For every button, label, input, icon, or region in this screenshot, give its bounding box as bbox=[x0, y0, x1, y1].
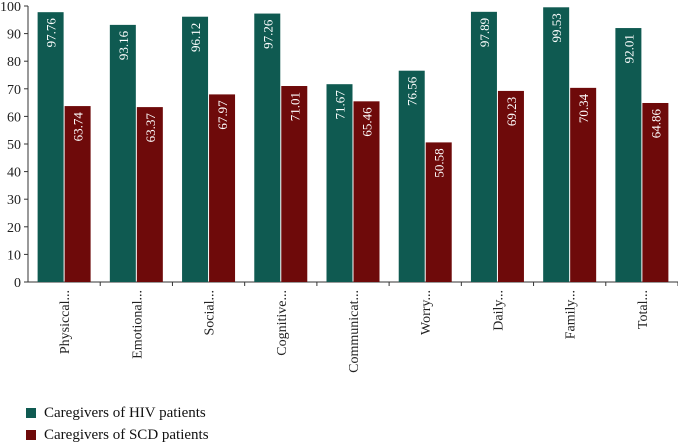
data-label-scd: 67.97 bbox=[215, 100, 230, 130]
x-category-label: Cognitive... bbox=[275, 290, 290, 356]
bar-hiv bbox=[543, 7, 570, 282]
bar-scd bbox=[570, 87, 597, 282]
data-label-scd: 69.23 bbox=[504, 97, 519, 126]
data-label-scd: 64.86 bbox=[648, 108, 663, 138]
bar-chart: 0 10 20 30 40 50 60 70 80 90 100 97.76 63.74 Physicca… bbox=[0, 0, 678, 373]
data-label-scd: 63.74 bbox=[71, 112, 86, 142]
y-tick-label: 50 bbox=[7, 138, 21, 153]
legend-label-hiv: Caregivers of HIV patients bbox=[44, 404, 206, 421]
data-label-hiv: 76.56 bbox=[405, 76, 420, 106]
data-label-scd: 50.58 bbox=[432, 148, 447, 177]
y-tick-label: 60 bbox=[7, 110, 21, 125]
y-tick-label: 70 bbox=[7, 83, 21, 98]
bar-scd bbox=[281, 86, 308, 283]
bar-hiv bbox=[182, 16, 209, 282]
data-label-scd: 71.01 bbox=[287, 92, 302, 121]
y-tick-label: 90 bbox=[7, 28, 21, 43]
legend-swatch-hiv bbox=[26, 408, 36, 418]
data-label-hiv: 97.26 bbox=[260, 19, 275, 49]
x-category-label: Physiccal... bbox=[58, 290, 73, 354]
data-label-hiv: 92.01 bbox=[621, 34, 636, 63]
bar-hiv bbox=[37, 12, 64, 282]
y-tick-label: 30 bbox=[7, 193, 21, 208]
legend: Caregivers of HIV patients Caregivers of… bbox=[26, 402, 209, 446]
data-label-scd: 70.34 bbox=[576, 93, 591, 123]
bar-scd bbox=[497, 90, 524, 282]
x-category-label: Communicat... bbox=[347, 290, 362, 373]
x-category-label: Emotional... bbox=[130, 290, 145, 359]
legend-item-scd: Caregivers of SCD patients bbox=[26, 424, 209, 446]
legend-swatch-scd bbox=[26, 430, 36, 440]
data-label-hiv: 96.12 bbox=[188, 23, 203, 52]
bar-hiv bbox=[109, 24, 136, 283]
x-category-label: Worry... bbox=[419, 290, 434, 335]
data-label-scd: 63.37 bbox=[143, 113, 158, 143]
bar-scd bbox=[136, 107, 163, 282]
y-tick-label: 100 bbox=[0, 0, 21, 15]
y-tick-label: 0 bbox=[14, 276, 21, 291]
x-category-label: Social... bbox=[203, 290, 218, 336]
bar-hiv bbox=[398, 70, 425, 282]
bar-scd bbox=[425, 142, 452, 282]
bar-scd bbox=[209, 94, 236, 282]
y-tick-label: 80 bbox=[7, 55, 21, 70]
x-category-label: Total... bbox=[636, 290, 651, 329]
x-category-label: Daily... bbox=[491, 290, 506, 331]
bar-scd bbox=[64, 106, 91, 282]
y-tick-label: 40 bbox=[7, 166, 21, 181]
bar-scd bbox=[642, 102, 669, 283]
x-category-label: Family... bbox=[564, 290, 579, 339]
bar-hiv bbox=[470, 11, 497, 282]
legend-item-hiv: Caregivers of HIV patients bbox=[26, 402, 209, 424]
data-label-hiv: 99.53 bbox=[549, 13, 564, 42]
y-tick-label: 10 bbox=[7, 248, 21, 263]
data-label-scd: 65.46 bbox=[360, 107, 375, 137]
y-tick-label: 20 bbox=[7, 221, 21, 236]
data-label-hiv: 71.67 bbox=[333, 90, 348, 120]
bar-scd bbox=[353, 101, 380, 282]
data-label-hiv: 97.89 bbox=[477, 18, 492, 47]
legend-label-scd: Caregivers of SCD patients bbox=[44, 426, 209, 443]
bar-hiv bbox=[326, 84, 353, 283]
bar-hiv bbox=[615, 28, 642, 283]
data-label-hiv: 97.76 bbox=[44, 18, 59, 48]
data-label-hiv: 93.16 bbox=[116, 30, 131, 60]
bar-hiv bbox=[254, 13, 281, 282]
